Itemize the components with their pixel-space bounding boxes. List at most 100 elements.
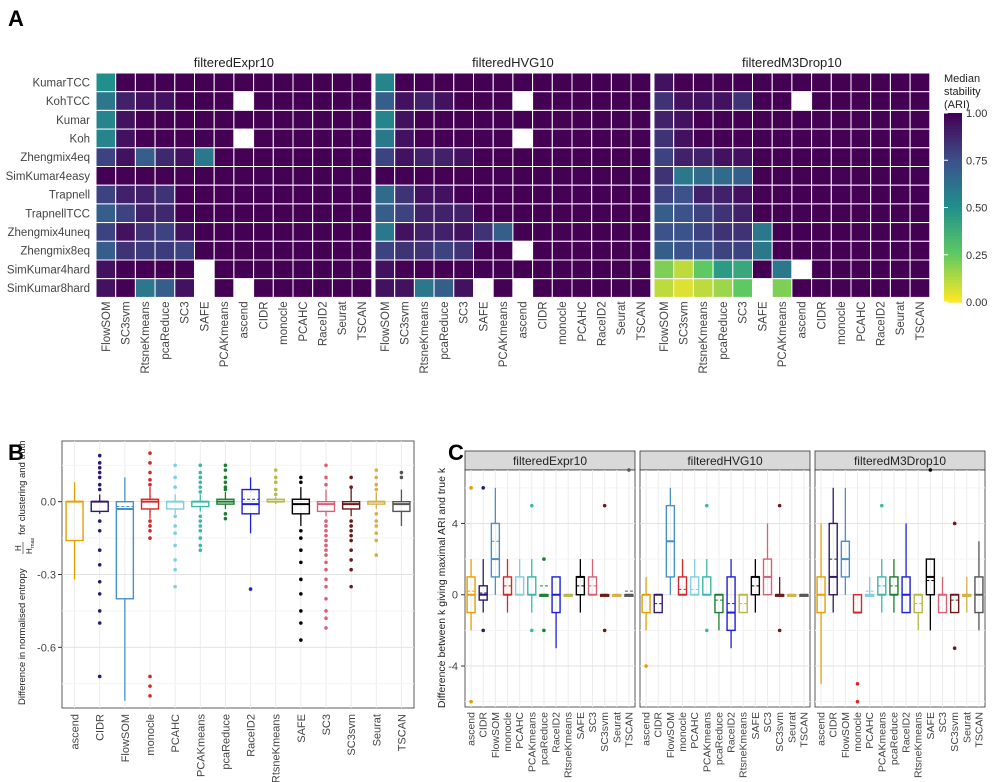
legend-gradient-step	[944, 128, 962, 133]
heatmap-cell	[830, 128, 852, 149]
box-iqr	[115, 500, 135, 600]
column-label: TSCAN	[636, 301, 648, 340]
heatmap-cell	[413, 278, 435, 298]
legend-gradient-step	[944, 176, 962, 180]
heatmap-cell	[830, 91, 852, 111]
heatmap-cell	[889, 91, 911, 111]
legend-gradient-step	[944, 207, 962, 212]
outlier-point	[324, 524, 328, 528]
heatmap-cell	[134, 278, 156, 298]
heatmap-cell	[732, 222, 753, 242]
facet-panel: filteredM3Drop10 ascend CIDR FlowSOM monocle…	[814, 450, 985, 778]
heatmap-cell	[312, 184, 333, 205]
legend-gradient-step	[944, 210, 962, 215]
column-label: pcaReduce	[718, 301, 730, 359]
box-pcaReduce	[539, 557, 549, 633]
heatmap-cell	[630, 203, 652, 224]
heatmap-cell	[331, 278, 353, 298]
heatmap-cell	[331, 259, 353, 280]
heatmap-cell	[194, 166, 215, 186]
heatmap-cell	[909, 109, 931, 130]
outlier-point	[173, 567, 177, 572]
box-FlowSOM	[840, 487, 851, 595]
row-label: SimKumar8hard	[7, 283, 90, 295]
heatmap-cell	[492, 278, 514, 298]
heatmap-cell	[134, 91, 156, 111]
facet-title: filteredExpr10	[194, 55, 274, 70]
outlier-point	[198, 519, 203, 523]
x-tick-label: RtsneKmeans	[738, 712, 750, 778]
column-label: FlowSOM	[659, 301, 671, 351]
heatmap-cell	[811, 203, 832, 224]
legend-gradient-step	[944, 251, 962, 256]
heatmap-cell	[571, 278, 593, 298]
heatmap-cell	[610, 72, 632, 93]
outlier-point	[173, 584, 177, 589]
outlier-point	[374, 487, 379, 492]
outlier-point	[469, 486, 473, 490]
heatmap-cell	[453, 166, 474, 186]
heatmap-cell	[413, 109, 435, 130]
heatmap-cell	[830, 222, 852, 242]
heatmap-cell	[830, 72, 852, 93]
outlier-point	[173, 485, 177, 489]
outlier-point	[198, 475, 203, 480]
legend-gradient-step	[944, 279, 962, 284]
outlier-point	[374, 553, 379, 557]
heatmap-cell	[174, 240, 196, 261]
legend-gradient-step	[944, 119, 962, 124]
heatmap-cell	[830, 203, 852, 224]
outlier-point	[324, 475, 328, 480]
heatmap-cell	[571, 109, 593, 130]
heatmap-cell	[213, 109, 235, 130]
outlier-point	[198, 470, 203, 475]
heatmap-cell	[653, 72, 675, 93]
outlier-point	[273, 487, 278, 492]
heatmap-cell	[771, 128, 793, 149]
column-label: SC3svm	[400, 301, 412, 344]
row-label: TrapnellTCC	[25, 208, 90, 220]
heatmap-cell	[830, 240, 852, 261]
heatmap-cell	[194, 147, 215, 168]
panel-label-c: C	[448, 440, 464, 465]
y-label-text: Difference in normalised entropy	[17, 568, 28, 705]
outlier-point	[97, 470, 102, 475]
heatmap-cell	[492, 184, 514, 205]
column-label: SAFE	[478, 301, 490, 331]
heatmap-cell	[630, 147, 652, 168]
heatmap-cell	[571, 184, 593, 205]
heatmap-cell	[791, 147, 813, 168]
x-tick-label: SC3	[587, 712, 599, 733]
heatmap-cell	[909, 72, 931, 93]
heatmap-cell	[889, 109, 911, 130]
box-SC3svm	[341, 475, 361, 589]
heatmap-cell	[752, 166, 773, 186]
heatmap-cell	[351, 72, 373, 93]
heatmap-cell	[512, 184, 534, 205]
outlier-point	[97, 674, 102, 679]
column-label: RtsneKmeans	[698, 301, 710, 373]
heatmap-cell	[253, 109, 274, 130]
heatmap-cell	[134, 128, 156, 149]
heatmap-cell	[551, 278, 573, 298]
outlier-point	[777, 628, 782, 633]
legend-title: Median	[944, 73, 980, 85]
heatmap-cell	[591, 72, 612, 93]
x-tick-label: RtsneKmeans	[271, 714, 283, 782]
heatmap-cell	[272, 259, 294, 280]
outlier-point	[374, 524, 379, 528]
heatmap-cell	[213, 203, 235, 224]
heatmap-cell	[433, 240, 455, 261]
outlier-point	[148, 461, 152, 465]
heatmap-cell	[233, 109, 255, 130]
outlier-point	[299, 560, 303, 565]
x-tick-label: FlowSOM	[490, 712, 502, 758]
heatmap-cell	[673, 240, 694, 261]
heatmap-cell	[909, 222, 931, 242]
box-PCAHC	[689, 559, 700, 596]
outlier-point	[248, 587, 253, 591]
x-tick-label: Seurat	[371, 714, 383, 746]
outlier-point	[481, 628, 486, 633]
outlier-point	[299, 609, 303, 613]
outlier-point	[198, 529, 203, 533]
